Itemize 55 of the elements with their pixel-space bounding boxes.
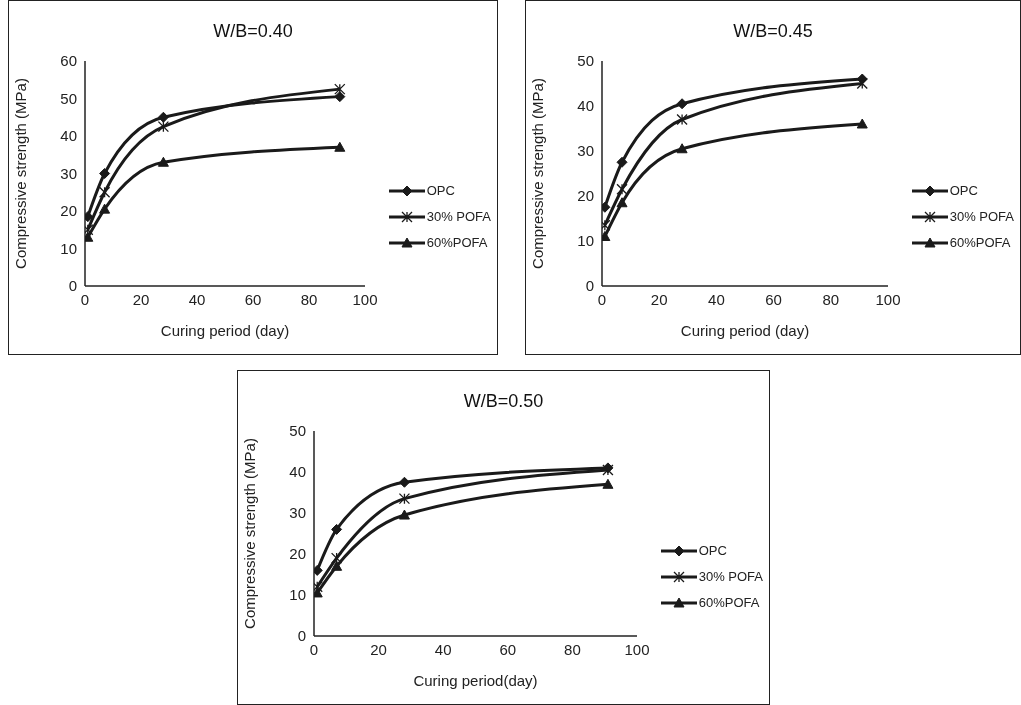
x-tick-label: 100	[624, 640, 650, 658]
y-tick-label: 0	[68, 277, 77, 295]
legend-label: 30% POFA	[426, 209, 491, 224]
y-tick-label: 40	[289, 463, 306, 481]
legend-label: 60%POFA	[698, 595, 760, 610]
x-tick-label: 60	[244, 290, 262, 308]
legend-label: OPC	[426, 183, 455, 198]
y-tick-label: 20	[289, 545, 306, 563]
y-tick-label: 50	[289, 422, 306, 440]
x-tick-label: 80	[300, 290, 318, 308]
legend-label: OPC	[698, 543, 727, 558]
y-tick-label: 30	[289, 504, 306, 522]
y-tick-label: 50	[60, 89, 77, 107]
legend-label: 30% POFA	[698, 569, 763, 584]
x-tick-label: 40	[188, 290, 206, 308]
x-tick-label: 0	[309, 640, 319, 658]
y-tick-label: 10	[60, 239, 77, 257]
y-tick-label: 40	[60, 127, 77, 145]
y-tick-label: 0	[297, 627, 306, 645]
x-tick-label: 0	[80, 290, 90, 308]
y-tick-label: 30	[60, 164, 77, 182]
x-axis-title: Curing period(day)	[413, 672, 538, 689]
x-tick-label: 40	[434, 640, 452, 658]
x-tick-label: 100	[875, 290, 901, 308]
x-tick-label: 40	[708, 290, 725, 308]
legend-label: 60%POFA	[949, 235, 1011, 250]
x-tick-label: 80	[564, 640, 581, 658]
y-tick-label: 20	[577, 187, 594, 205]
chart-title: W/B=0.45	[732, 21, 814, 42]
y-tick-label: 10	[577, 232, 594, 250]
x-axis-title: Curing period (day)	[160, 322, 290, 339]
chart-title: W/B=0.50	[462, 391, 545, 412]
x-tick-label: 100	[352, 290, 378, 308]
y-tick-label: 60	[60, 52, 77, 70]
legend-label: 60%POFA	[426, 235, 488, 250]
y-axis-title: Compressive strength (MPa)	[529, 78, 547, 269]
x-tick-label: 60	[765, 290, 782, 308]
chart-title: W/B=0.40	[212, 21, 294, 42]
y-axis-title: Compressive strength (MPa)	[241, 438, 259, 629]
x-tick-label: 20	[370, 640, 387, 658]
x-axis-title: Curing period (day)	[680, 322, 810, 339]
y-tick-label: 50	[577, 52, 594, 70]
y-axis-title: Compressive strength (MPa)	[12, 78, 30, 269]
y-tick-label: 40	[577, 97, 594, 115]
x-tick-label: 20	[650, 290, 668, 308]
x-tick-label: 20	[132, 290, 150, 308]
x-tick-label: 60	[499, 640, 517, 658]
y-tick-label: 30	[577, 142, 594, 160]
y-tick-label: 20	[60, 202, 77, 220]
y-tick-label: 10	[289, 586, 306, 604]
x-tick-label: 0	[597, 290, 607, 308]
x-tick-label: 80	[822, 290, 840, 308]
legend-label: OPC	[949, 183, 978, 198]
legend-label: 30% POFA	[949, 209, 1014, 224]
y-tick-label: 0	[585, 277, 594, 295]
